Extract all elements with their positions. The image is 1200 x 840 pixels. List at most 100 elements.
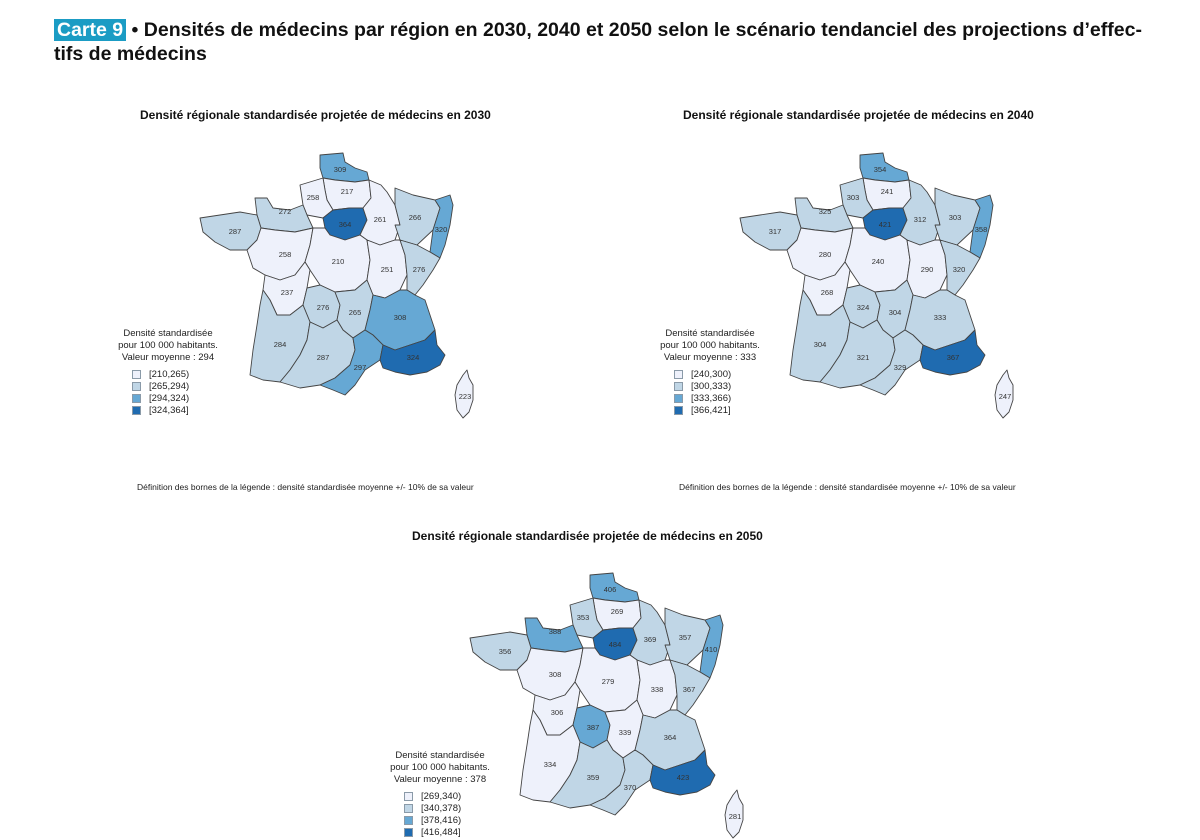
region-value-label: 410 <box>705 645 718 654</box>
region-value-label: 324 <box>857 303 870 312</box>
legend-item: [294,324) <box>132 392 228 404</box>
legend-swatch <box>674 381 683 391</box>
legend-swatch <box>674 369 683 379</box>
region-value-label: 287 <box>229 227 242 236</box>
legend-swatch <box>132 405 141 415</box>
legend-title-line-3: Valeur moyenne : 378 <box>393 774 487 785</box>
region-value-label: 317 <box>769 227 782 236</box>
region-value-label: 268 <box>821 288 834 297</box>
legend-item: [340,378) <box>404 802 500 814</box>
legend-label: [265,294) <box>149 380 190 392</box>
region-value-label: 276 <box>413 265 426 274</box>
region-value-label: 279 <box>602 677 615 686</box>
map-2040: 354 241 303 325 317 421 312 303 358 280 240 290 320 2… <box>739 152 1014 419</box>
region-value-label: 223 <box>459 392 472 401</box>
region-value-label: 290 <box>921 265 934 274</box>
region-value-label: 272 <box>279 207 292 216</box>
legend-item: [265,294) <box>132 380 228 392</box>
region-alsace <box>969 194 994 259</box>
legend-title-line-2: pour 100 000 habitants. <box>118 340 218 351</box>
region-languedoc-roussillon <box>589 749 654 816</box>
legend-swatch <box>132 369 141 379</box>
legend-item: [416,484] <box>404 826 500 838</box>
region-bourgogne <box>636 659 678 719</box>
legend-item: [300,333) <box>674 380 770 392</box>
region-value-label: 354 <box>874 165 887 174</box>
legend-title-line-2: pour 100 000 habitants. <box>660 340 760 351</box>
region-value-label: 297 <box>354 363 367 372</box>
region-value-label: 353 <box>577 613 590 622</box>
region-value-label: 357 <box>679 633 692 642</box>
legend-item: [324,364] <box>132 404 228 416</box>
region-bourgogne <box>366 239 408 299</box>
region-alsace <box>429 194 454 259</box>
region-value-label: 217 <box>341 187 354 196</box>
region-value-label: 281 <box>729 812 742 821</box>
legend-item: [240,300) <box>674 368 770 380</box>
region-value-label: 265 <box>349 308 362 317</box>
legend-swatch <box>404 815 413 825</box>
region-value-label: 303 <box>847 193 860 202</box>
region-value-label: 251 <box>381 265 394 274</box>
region-value-label: 258 <box>307 193 320 202</box>
map-2050-title: Densité régionale standardisée projetée … <box>412 529 763 543</box>
legend-label: [294,324) <box>149 392 190 404</box>
legend-swatch <box>404 803 413 813</box>
region-value-label: 306 <box>551 708 564 717</box>
region-value-label: 210 <box>332 257 345 266</box>
region-value-label: 269 <box>611 607 624 616</box>
region-value-label: 247 <box>999 392 1012 401</box>
legend-label: [324,364] <box>149 404 189 416</box>
region-value-label: 284 <box>274 340 287 349</box>
region-value-label: 304 <box>814 340 827 349</box>
legend-label: [340,378) <box>421 802 462 814</box>
legend-title-line-2: pour 100 000 habitants. <box>390 762 490 773</box>
region-value-label: 387 <box>587 723 600 732</box>
region-value-label: 258 <box>279 250 292 259</box>
legend-swatch <box>404 827 413 837</box>
region-value-label: 423 <box>677 773 690 782</box>
region-value-label: 367 <box>947 353 960 362</box>
map-2030: 309 217 258 272 287 364 261 266 320 258 210 251 276 2… <box>199 152 474 419</box>
legend-title-line-3: Valeur moyenne : 294 <box>121 352 215 363</box>
region-value-label: 333 <box>934 313 947 322</box>
map-2050-legend: Densité standardisée pour 100 000 habita… <box>380 750 500 838</box>
figure-title: • Densités de médecins par région en 203… <box>54 19 1142 65</box>
legend-label: [269,340) <box>421 790 462 802</box>
region-bourgogne <box>906 239 948 299</box>
legend-swatch <box>132 381 141 391</box>
region-value-label: 370 <box>624 783 637 792</box>
legend-title-line-1: Densité standardisée <box>665 328 755 339</box>
region-value-label: 309 <box>334 165 347 174</box>
region-franche-comte <box>669 659 711 716</box>
region-value-label: 367 <box>683 685 696 694</box>
legend-item: [333,366) <box>674 392 770 404</box>
map-2040-title: Densité régionale standardisée projetée … <box>683 108 1034 122</box>
region-value-label: 276 <box>317 303 330 312</box>
region-value-label: 324 <box>407 353 420 362</box>
region-corse <box>724 789 744 839</box>
region-value-label: 320 <box>953 265 966 274</box>
legend-label: [416,484] <box>421 826 461 838</box>
region-value-label: 359 <box>587 773 600 782</box>
region-value-label: 312 <box>914 215 927 224</box>
region-value-label: 308 <box>394 313 407 322</box>
region-value-label: 388 <box>549 627 562 636</box>
figure-badge: Carte 9 <box>54 19 127 41</box>
region-value-label: 369 <box>644 635 657 644</box>
map-2030-footnote: Définition des bornes de la légende : de… <box>137 482 474 492</box>
legend-item: [366,421] <box>674 404 770 416</box>
region-value-label: 364 <box>664 733 677 742</box>
region-value-label: 240 <box>872 257 885 266</box>
map-2050: 406 269 353 388 356 484 369 357 410 308 279 338 367 3… <box>469 572 744 839</box>
legend-label: [210,265) <box>149 368 190 380</box>
legend-label: [240,300) <box>691 368 732 380</box>
region-paca <box>919 329 986 376</box>
legend-title-line-3: Valeur moyenne : 333 <box>663 352 757 363</box>
map-2040-footnote: Définition des bornes de la légende : de… <box>679 482 1016 492</box>
legend-label: [366,421] <box>691 404 731 416</box>
legend-title-line-1: Densité standardisée <box>123 328 213 339</box>
region-value-label: 421 <box>879 220 892 229</box>
region-value-label: 287 <box>317 353 330 362</box>
region-paca <box>649 749 716 796</box>
